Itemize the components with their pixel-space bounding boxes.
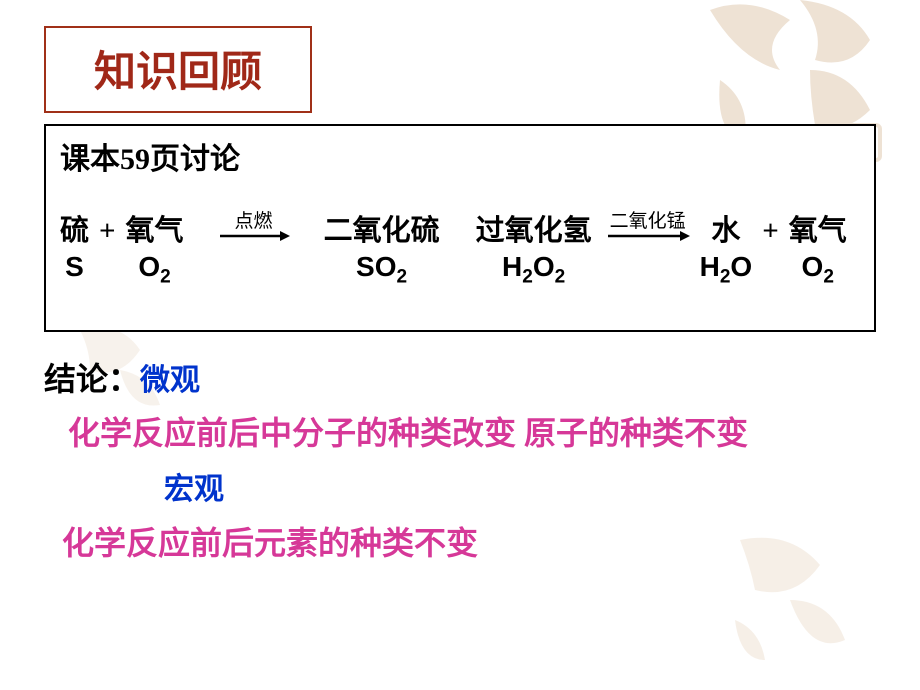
eq2-r1-formula: H2O2 [502, 250, 565, 284]
eq2-reactant1: 过氧化氢 H2O2 [476, 212, 592, 284]
arrow-icon [606, 229, 690, 243]
eq2-r1-cn: 过氧化氢 [476, 212, 592, 250]
eq2-product1: 水 H2O [700, 212, 753, 284]
eq1-reactant1: 硫 S [60, 212, 89, 284]
title-box: 知识回顾 [44, 26, 312, 113]
conclusion-block: 结论：微观 化学反应前后中分子的种类改变 原子的种类不变 宏观 化学反应前后元素… [44, 354, 884, 564]
equations-row: 硫 S + 氧气 O2 点燃 二氧化硫 SO2 过氧化氢 H2O2 [60, 212, 860, 284]
eq1-reactant2: 氧气 O2 [126, 212, 184, 284]
eq1-p1-formula: SO2 [356, 250, 407, 284]
conclusion-line1: 结论：微观 [44, 354, 884, 400]
eq2-p2-cn: 氧气 [789, 212, 847, 250]
eq2-product2: 氧气 O2 [789, 212, 847, 284]
eq1-arrow: 点燃 [212, 212, 296, 250]
subtitle: 课本59页讨论 [60, 134, 860, 178]
conclusion-text-macro: 化学反应前后元素的种类不变 [62, 518, 884, 564]
eq2-p2-formula: O2 [802, 250, 834, 284]
eq1-plus1: + [89, 212, 126, 284]
eq2-p1-formula: H2O [700, 250, 753, 284]
conclusion-label: 结论： [44, 361, 140, 397]
conclusion-level-micro: 微观 [140, 364, 200, 397]
eq1-r2-formula: O2 [138, 250, 170, 284]
content-box: 课本59页讨论 硫 S + 氧气 O2 点燃 二氧化硫 SO2 [44, 124, 876, 332]
eq1-product1: 二氧化硫 SO2 [324, 212, 440, 284]
page-title: 知识回顾 [94, 38, 262, 99]
conclusion-level-macro: 宏观 [164, 464, 884, 508]
eq2-arrow: 二氧化锰 [600, 212, 696, 250]
eq1-p1-cn: 二氧化硫 [324, 212, 440, 250]
conclusion-text-micro: 化学反应前后中分子的种类改变 原子的种类不变 [68, 410, 884, 456]
eq2-p1-cn: 水 [711, 212, 740, 250]
arrow-icon [218, 229, 290, 243]
eq2-plus: + [752, 212, 789, 284]
eq1-r1-formula: S [65, 250, 84, 284]
eq1-r2-cn: 氧气 [126, 212, 184, 250]
eq1-r1-cn: 硫 [60, 212, 89, 250]
